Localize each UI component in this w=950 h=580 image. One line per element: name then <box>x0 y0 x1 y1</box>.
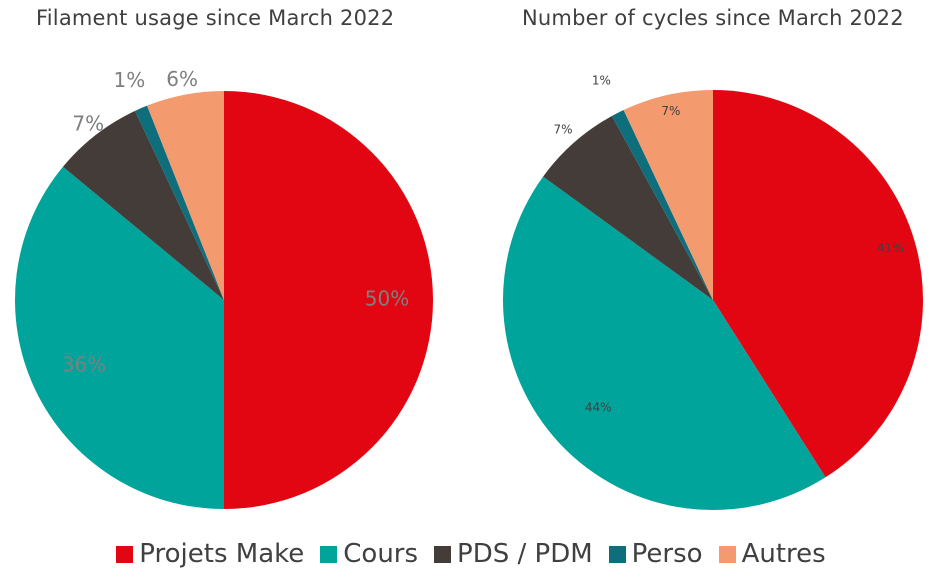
pie-slice-pds-pdm <box>62 110 224 300</box>
legend-label: Autres <box>741 539 826 569</box>
data-label-pds-pdm: 7% <box>72 111 104 135</box>
data-label-pds-pdm: 7% <box>553 122 572 136</box>
legend-item-cours: Cours <box>320 539 418 569</box>
data-label-perso: 1% <box>114 68 146 92</box>
pie-slice-perso <box>135 105 224 300</box>
data-label-projets-make: 41% <box>877 241 904 255</box>
legend-item-perso: Perso <box>608 539 703 569</box>
data-label-autres: 6% <box>166 67 198 91</box>
legend-swatch <box>718 545 736 563</box>
legend-label: Projets Make <box>139 539 305 569</box>
chart-legend: Projets Make Cours PDS / PDM Perso Autre… <box>0 532 950 576</box>
pie-slice-pds-pdm <box>543 115 713 301</box>
legend-swatch <box>608 545 626 563</box>
legend-label: Cours <box>343 539 419 569</box>
legend-swatch <box>434 545 452 563</box>
pie-slice-cours <box>14 166 225 509</box>
data-label-autres: 7% <box>661 104 680 118</box>
pie-charts: 50% 36% 7% 1% 6% 41% 44% 7% 1% 7% <box>14 67 924 510</box>
pie-slice-cours <box>503 176 826 510</box>
legend-item-autres: Autres <box>718 539 826 569</box>
legend-item-projets-make: Projets Make <box>116 539 304 569</box>
chart-title-cycles: Number of cycles since March 2022 <box>522 6 904 30</box>
pie-slice-autres <box>623 90 713 300</box>
data-label-cours: 44% <box>585 400 612 414</box>
legend-swatch <box>320 545 338 563</box>
legend-label: Perso <box>631 539 703 569</box>
pie-slice-projets-make <box>713 90 924 478</box>
pie-slice-perso <box>611 109 713 300</box>
legend-label: PDS / PDM <box>457 539 593 569</box>
data-label-projets-make: 50% <box>365 287 409 311</box>
data-label-cours: 36% <box>62 352 106 376</box>
data-label-perso: 1% <box>592 74 611 88</box>
pie-slice-projets-make <box>224 91 433 509</box>
chart-title-filament: Filament usage since March 2022 <box>36 6 395 30</box>
legend-item-pds-pdm: PDS / PDM <box>434 539 593 569</box>
legend-swatch <box>116 545 134 563</box>
pie-slice-autres <box>147 91 224 300</box>
